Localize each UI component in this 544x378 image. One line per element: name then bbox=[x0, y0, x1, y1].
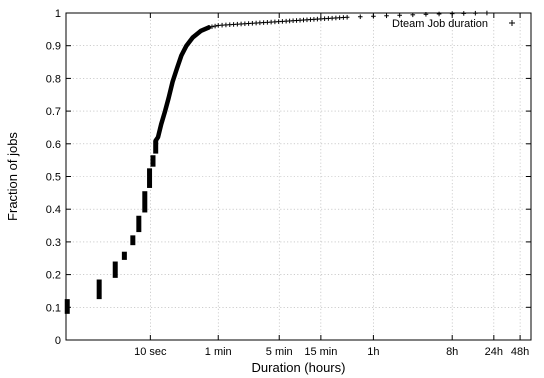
x-tick-label: 24h bbox=[485, 346, 503, 358]
x-tick-label: 1h bbox=[367, 346, 379, 358]
x-tick-label: 48h bbox=[511, 346, 529, 358]
x-tick-label: 5 min bbox=[266, 346, 293, 358]
y-tick-label: 0.6 bbox=[46, 139, 61, 151]
legend-marker-plus bbox=[509, 20, 515, 26]
x-tick-label: 8h bbox=[446, 346, 458, 358]
x-tick-label: 1 min bbox=[205, 346, 232, 358]
legend: Dteam Job duration bbox=[392, 18, 515, 30]
data-point bbox=[344, 14, 350, 20]
data-point bbox=[219, 22, 225, 28]
data-point bbox=[357, 14, 363, 20]
y-tick-label: 0.7 bbox=[46, 106, 61, 118]
data-point bbox=[384, 13, 389, 19]
legend-label: Dteam Job duration bbox=[392, 18, 488, 30]
y-tick-label: 0.9 bbox=[46, 41, 61, 53]
y-tick-label: 0 bbox=[55, 335, 61, 347]
data-point bbox=[397, 12, 402, 18]
x-tick-label: 10 sec bbox=[134, 346, 167, 358]
axis-ticks: 0 0.1 0.2 0.3 0.4 0.5 0.6 0.7 0.8 0.9 1 10 sec 1 min… bbox=[46, 8, 531, 358]
grid-lines bbox=[66, 13, 531, 340]
data-series bbox=[64, 10, 490, 314]
y-tick-label: 0.5 bbox=[46, 172, 61, 184]
y-axis-label: Fraction of jobs bbox=[5, 132, 20, 221]
y-tick-label: 1 bbox=[55, 8, 61, 20]
data-point bbox=[227, 22, 233, 27]
x-axis-label: Duration (hours) bbox=[252, 360, 346, 375]
data-point bbox=[206, 25, 212, 30]
data-point bbox=[209, 24, 215, 30]
data-point bbox=[212, 23, 218, 29]
legend-plus-icon bbox=[509, 20, 515, 26]
y-tick-label: 0.8 bbox=[46, 73, 61, 85]
data-point bbox=[223, 22, 229, 28]
data-series-curve bbox=[153, 25, 212, 143]
y-tick-label: 0.3 bbox=[46, 237, 61, 249]
x-tick-label: 15 min bbox=[304, 346, 337, 358]
y-tick-label: 0.4 bbox=[46, 204, 61, 216]
data-point bbox=[436, 11, 442, 17]
y-tick-label: 0.1 bbox=[46, 302, 61, 314]
y-tick-label: 0.2 bbox=[46, 270, 61, 282]
data-point bbox=[215, 23, 221, 28]
